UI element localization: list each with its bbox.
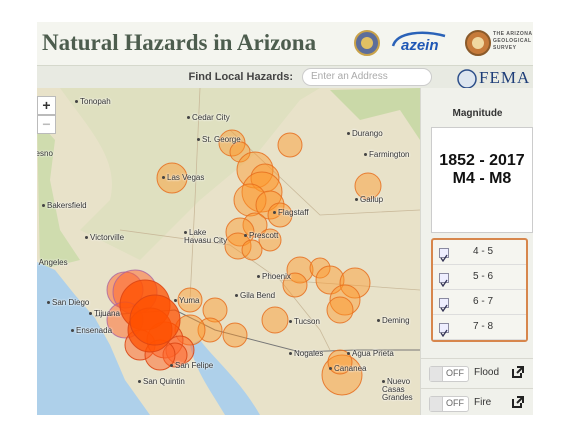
gulf [190, 340, 260, 415]
address-input[interactable]: Enter an Address [302, 68, 432, 86]
search-label: Find Local Hazards: [188, 71, 293, 83]
quake [129, 294, 181, 346]
switch-state: OFF [446, 398, 464, 408]
quake [202, 297, 228, 323]
place-label: Fresno [37, 149, 53, 158]
quake [277, 132, 303, 158]
place-label: Tijuana [89, 309, 120, 318]
earthquakes [106, 129, 382, 396]
filter-label: 5 - 6 [473, 271, 494, 282]
place-label: Flagstaff [273, 208, 309, 217]
sidebar: Magnitude 1852 - 2017 M4 - M8 4 - 5 5 - 6… [420, 88, 533, 415]
place-label: Ensenada [71, 326, 112, 335]
place-label: Yuma [174, 296, 199, 305]
place-label: San Diego [47, 298, 89, 307]
place-label: Bakersfield [42, 201, 87, 210]
quake [222, 322, 248, 348]
place-label: Tucson [289, 317, 320, 326]
magnitude-filter: 4 - 5 5 - 6 6 - 7 7 - 8 [431, 238, 528, 342]
check [440, 279, 448, 288]
page-title: Natural Hazards in Arizona [42, 30, 317, 55]
zoom-in[interactable]: + [37, 96, 56, 115]
legend-title: Magnitude [452, 108, 503, 119]
place-label: Durango [347, 129, 383, 138]
quake [309, 257, 331, 279]
quake [261, 306, 289, 334]
magnitude-range: M4 - M8 [452, 170, 512, 187]
external-link[interactable] [511, 395, 525, 409]
search-bar: Find Local Hazards: Enter an Address FEM… [37, 65, 533, 89]
place-label: Lake Havasu City [184, 228, 228, 245]
switch[interactable]: OFF [429, 366, 469, 382]
seal-center [361, 37, 373, 49]
check [440, 304, 448, 313]
filter-row[interactable]: 4 - 5 [433, 240, 526, 265]
place-label: Cedar City [187, 113, 230, 122]
place-label: Nuevo Casas Grandes [382, 378, 420, 402]
place-label: Gila Bend [235, 291, 275, 300]
range-box: 1852 - 2017 M4 - M8 [431, 127, 533, 233]
place-label: Deming [377, 316, 410, 325]
switch-knob [430, 367, 443, 381]
place-label: Gallup [355, 195, 383, 204]
quake [286, 256, 314, 284]
external-link[interactable] [511, 365, 525, 379]
map[interactable]: + − Tonopah Fresno Cedar City St. George Dur… [37, 88, 420, 415]
place-label: Farmington [364, 150, 409, 159]
logos: azein [354, 30, 491, 56]
toggle-label: Fire [474, 397, 492, 408]
quake [326, 296, 354, 324]
place-label: Cananea [329, 364, 366, 373]
place-label: Nogales [289, 349, 323, 358]
zoom-out[interactable]: − [37, 115, 56, 134]
place-label: Prescott [244, 231, 278, 240]
switch[interactable]: OFF [429, 396, 469, 412]
checkbox[interactable] [439, 248, 449, 263]
layer-toggle: OFF Fire [421, 388, 533, 415]
check [440, 329, 448, 338]
forest [330, 88, 420, 140]
quake [339, 267, 371, 299]
check [440, 254, 448, 263]
header: Natural Hazards in Arizona azein THE ARI… [37, 22, 533, 65]
swoosh [391, 31, 446, 47]
quake [241, 171, 283, 213]
quake [241, 239, 263, 261]
place-label: Victorville [85, 233, 124, 242]
survey-name: THE ARIZONA GEOLOGICAL SURVEY [493, 31, 533, 51]
layer-toggle: OFF Flood [421, 358, 533, 387]
filter-row[interactable]: 5 - 6 [433, 265, 526, 290]
switch-knob [430, 397, 443, 411]
place-label: San Quintin [138, 377, 185, 386]
place-label: Los Angeles [37, 258, 68, 267]
checkbox[interactable] [439, 323, 449, 338]
year-range: 1852 - 2017 [439, 152, 525, 169]
quake [233, 183, 267, 217]
survey-seal-center [472, 37, 484, 49]
switch-state: OFF [446, 368, 464, 378]
filter-label: 4 - 5 [473, 246, 494, 257]
place-label: Tonopah [75, 97, 111, 106]
filter-row[interactable]: 7 - 8 [433, 315, 526, 340]
filter-label: 7 - 8 [473, 321, 494, 332]
toggle-label: Flood [474, 367, 500, 378]
place-label: Phoenix [257, 272, 291, 281]
filter-label: 6 - 7 [473, 296, 494, 307]
place-label: Agua Prieta [347, 349, 394, 358]
app: Natural Hazards in Arizona azein THE ARI… [37, 22, 533, 415]
fema-seal [457, 69, 477, 89]
place-label: St. George [197, 135, 241, 144]
checkbox[interactable] [439, 298, 449, 313]
filter-row[interactable]: 6 - 7 [433, 290, 526, 315]
checkbox[interactable] [439, 273, 449, 288]
fema-logo: FEMA [479, 68, 531, 87]
place-label: San Felipe [170, 361, 213, 370]
partner-logo: azein [401, 37, 439, 54]
place-label: Las Vegas [162, 173, 204, 182]
